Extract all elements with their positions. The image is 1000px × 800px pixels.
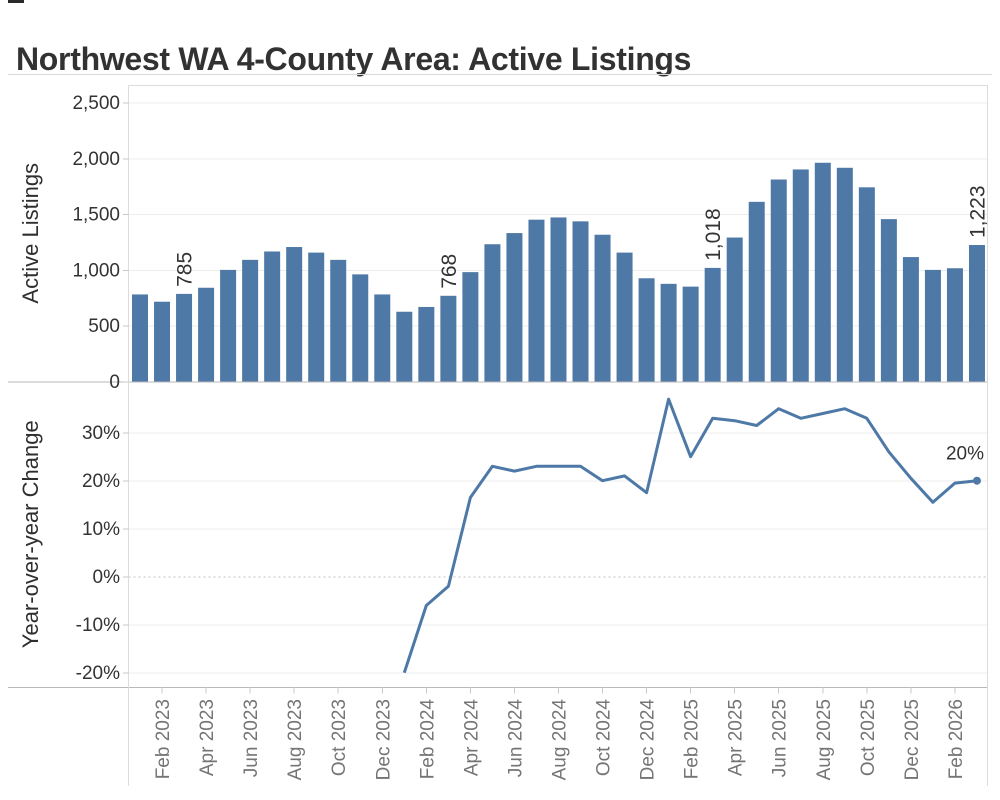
y-tick-bottom-30: 30%: [82, 423, 120, 444]
y-tick-bottom--20: -20%: [76, 663, 120, 684]
bar-Feb-2024[interactable]: [418, 306, 435, 382]
bar-Sep-2023[interactable]: [308, 252, 325, 382]
bar-Nov-2025[interactable]: [880, 219, 897, 382]
bar-Mar-2024[interactable]: [440, 295, 457, 382]
x-tick-label-Aug-2023: Aug 2023: [285, 699, 306, 780]
y-tick-top-1500: 1,500: [72, 205, 120, 226]
bar-Feb-2026[interactable]: [946, 268, 963, 382]
bar-Aug-2024[interactable]: [550, 217, 567, 382]
bar-label-Mar-2026: 1,223: [966, 185, 989, 238]
bar-Nov-2024[interactable]: [616, 252, 633, 382]
y-tick-top-0: 0: [109, 372, 120, 393]
bar-Apr-2024[interactable]: [462, 272, 479, 382]
bar-Sep-2025[interactable]: [836, 167, 853, 382]
x-tick-label-Apr-2023: Apr 2023: [197, 699, 218, 776]
yoy-end-label: 20%: [946, 444, 984, 465]
chart-title: Northwest WA 4-County Area: Active Listi…: [16, 41, 692, 78]
y-tick-bottom-20: 20%: [82, 471, 120, 492]
bar-Feb-2025[interactable]: [682, 286, 699, 382]
x-tick-label-Aug-2024: Aug 2024: [549, 699, 570, 781]
bar-Feb-2023[interactable]: [154, 301, 171, 382]
y-tick-top-2500: 2,500: [72, 93, 120, 114]
bar-Mar-2025[interactable]: [704, 267, 721, 382]
bar-Dec-2024[interactable]: [638, 278, 655, 382]
yoy-end-point[interactable]: [972, 476, 981, 485]
bar-May-2025[interactable]: [748, 201, 765, 382]
bar-Apr-2025[interactable]: [726, 237, 743, 382]
title-divider: [8, 74, 992, 75]
bar-Oct-2023[interactable]: [330, 259, 347, 382]
y-axis-title-active-listings: Active Listings: [18, 163, 43, 304]
bar-Apr-2023[interactable]: [198, 287, 215, 382]
bar-label-Mar-2025: 1,018: [702, 208, 725, 261]
x-tick-label-Feb-2025: Feb 2025: [682, 699, 703, 779]
x-tick-label-Aug-2025: Aug 2025: [814, 699, 835, 780]
bar-Mar-2026[interactable]: [968, 245, 985, 382]
x-tick-label-Feb-2023: Feb 2023: [153, 699, 174, 779]
bar-Jun-2023[interactable]: [242, 259, 259, 382]
x-tick-label-Jun-2025: Jun 2025: [770, 699, 791, 777]
screenshot-edge-artifact: [8, 0, 24, 3]
x-tick-label-Apr-2024: Apr 2024: [461, 699, 482, 777]
bar-Aug-2025[interactable]: [814, 162, 831, 382]
bar-Jan-2026[interactable]: [924, 269, 941, 382]
bar-label-Mar-2023: 785: [174, 252, 197, 287]
bar-Mar-2023[interactable]: [176, 293, 193, 382]
bar-Jan-2025[interactable]: [660, 283, 677, 382]
y-tick-top-500: 500: [88, 316, 120, 337]
bar-Jun-2025[interactable]: [770, 179, 787, 382]
x-tick-label-Feb-2024: Feb 2024: [417, 699, 438, 780]
y-tick-top-1000: 1,000: [72, 260, 120, 281]
y-tick-bottom-0: 0%: [93, 567, 121, 588]
bar-Oct-2024[interactable]: [594, 234, 611, 382]
bar-Aug-2023[interactable]: [286, 247, 303, 382]
bar-Jul-2024[interactable]: [528, 219, 545, 382]
bar-Dec-2023[interactable]: [374, 294, 391, 382]
bar-Jul-2025[interactable]: [792, 169, 809, 382]
bar-Jan-2023[interactable]: [132, 294, 148, 382]
bar-Oct-2025[interactable]: [858, 187, 875, 382]
x-tick-label-Dec-2025: Dec 2025: [902, 699, 923, 780]
x-tick-label-Dec-2023: Dec 2023: [373, 699, 394, 780]
x-tick-label-Apr-2025: Apr 2025: [726, 699, 747, 776]
x-tick-label-Jun-2023: Jun 2023: [241, 699, 262, 777]
bar-Sep-2024[interactable]: [572, 221, 589, 382]
bar-Dec-2025[interactable]: [902, 257, 919, 382]
x-tick-label-Feb-2026: Feb 2026: [946, 699, 967, 779]
x-tick-label-Jun-2024: Jun 2024: [505, 699, 526, 778]
bar-Jul-2023[interactable]: [264, 251, 281, 382]
x-tick-label-Dec-2024: Dec 2024: [638, 699, 659, 781]
bar-label-Mar-2024: 768: [438, 254, 461, 289]
y-axis-title-yoy-change: Year-over-year Change: [18, 420, 43, 648]
x-tick-label-Oct-2024: Oct 2024: [594, 699, 615, 777]
bar-Jan-2024[interactable]: [396, 311, 413, 382]
y-tick-bottom--10: -10%: [76, 615, 120, 636]
bar-Jun-2024[interactable]: [506, 233, 523, 382]
bar-Nov-2023[interactable]: [352, 274, 369, 382]
y-tick-top-2000: 2,000: [72, 149, 120, 170]
y-tick-bottom-10: 10%: [82, 519, 120, 540]
x-tick-label-Oct-2025: Oct 2025: [858, 699, 879, 776]
yoy-line[interactable]: [402, 397, 978, 674]
bar-May-2023[interactable]: [220, 269, 237, 382]
bar-May-2024[interactable]: [484, 244, 501, 382]
x-tick-label-Oct-2023: Oct 2023: [329, 699, 350, 776]
